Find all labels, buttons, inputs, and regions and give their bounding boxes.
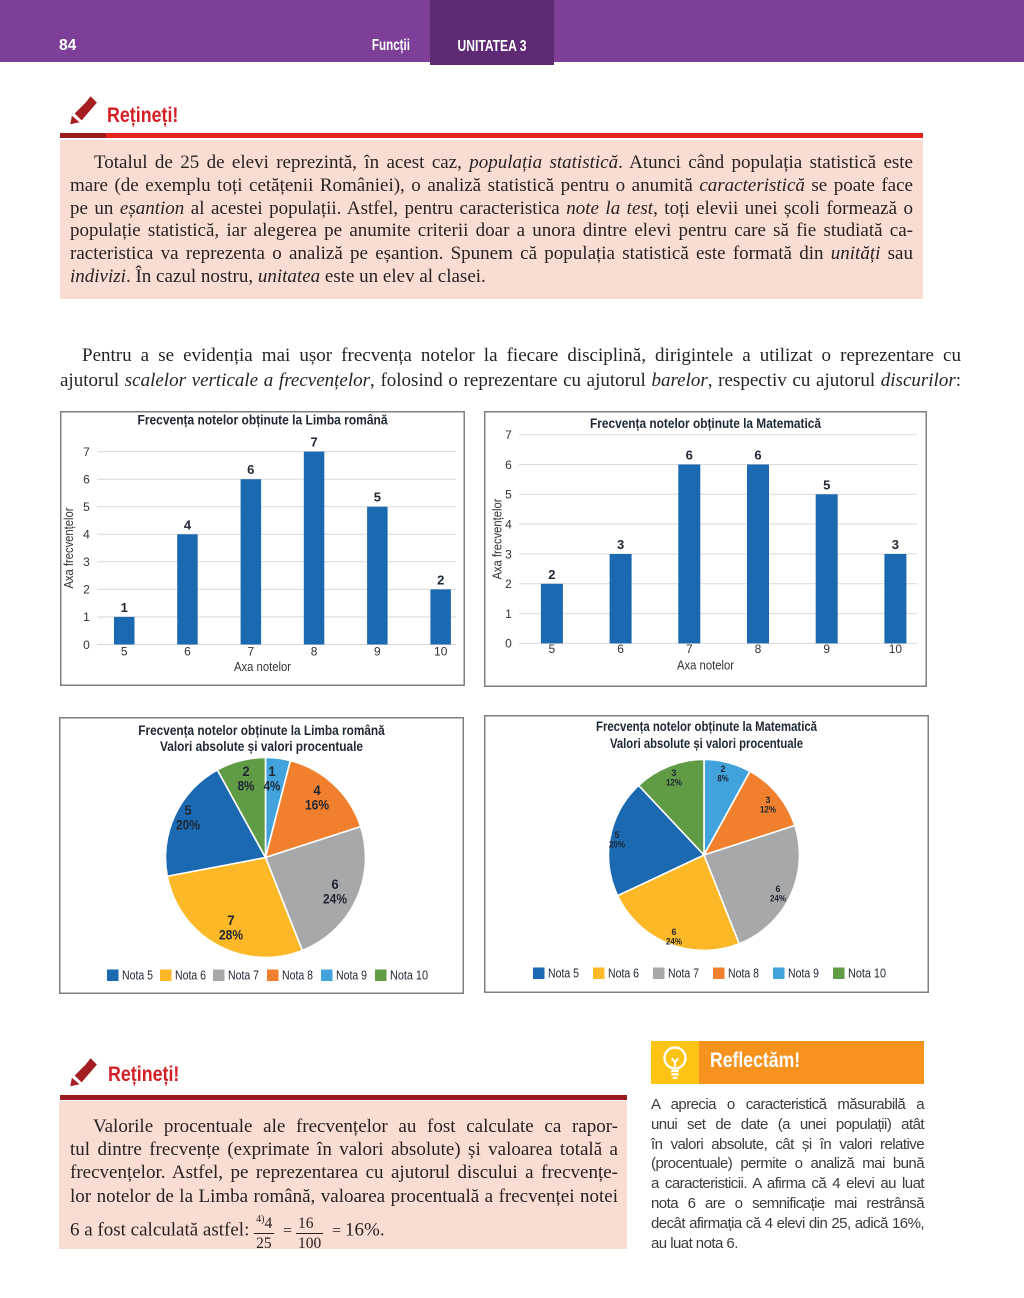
svg-text:6: 6 <box>184 645 191 659</box>
svg-text:0: 0 <box>505 637 512 651</box>
svg-text:4: 4 <box>313 783 321 798</box>
svg-text:Frecvența notelor obținute la: Frecvența notelor obținute la Limba româ… <box>138 723 385 738</box>
svg-text:5: 5 <box>83 500 90 514</box>
svg-text:8%: 8% <box>238 779 255 794</box>
svg-text:3: 3 <box>892 537 899 552</box>
svg-text:Nota 6: Nota 6 <box>608 967 639 981</box>
svg-text:2: 2 <box>437 572 444 587</box>
svg-text:8: 8 <box>755 642 762 656</box>
svg-text:7: 7 <box>227 913 234 928</box>
svg-text:4: 4 <box>184 517 192 532</box>
svg-text:12%: 12% <box>666 778 682 788</box>
svg-text:10: 10 <box>889 642 903 656</box>
svg-text:20%: 20% <box>609 840 625 850</box>
svg-text:Axa frecvențelor: Axa frecvențelor <box>490 499 504 580</box>
svg-text:28%: 28% <box>219 928 243 943</box>
svg-text:5: 5 <box>374 490 381 505</box>
svg-text:Frecvența notelor obținute la: Frecvența notelor obținute la Matematică <box>590 415 821 431</box>
svg-text:Nota 10: Nota 10 <box>848 967 886 981</box>
svg-text:2: 2 <box>548 567 555 582</box>
svg-text:Nota 5: Nota 5 <box>548 967 579 981</box>
svg-text:6: 6 <box>672 927 677 937</box>
svg-text:8%: 8% <box>717 774 728 784</box>
svg-text:5: 5 <box>184 803 192 818</box>
svg-text:Nota 7: Nota 7 <box>228 969 259 983</box>
svg-text:Nota 8: Nota 8 <box>728 967 759 981</box>
svg-text:16%: 16% <box>305 798 329 813</box>
svg-text:3: 3 <box>505 547 512 561</box>
svg-text:6: 6 <box>686 448 693 463</box>
svg-text:Valori absolute și valori proc: Valori absolute și valori procentuale <box>610 736 803 751</box>
svg-text:4: 4 <box>83 528 90 542</box>
svg-text:1: 1 <box>121 600 128 615</box>
svg-text:7: 7 <box>310 435 317 450</box>
svg-text:1: 1 <box>505 607 512 621</box>
svg-text:6: 6 <box>754 448 761 463</box>
svg-text:5: 5 <box>549 642 556 656</box>
svg-text:6: 6 <box>617 642 624 656</box>
svg-text:Valori absolute și valori proc: Valori absolute și valori procentuale <box>160 739 363 754</box>
svg-text:Axa frecvențelor: Axa frecvențelor <box>62 508 76 589</box>
svg-text:Axa notelor: Axa notelor <box>677 659 734 673</box>
svg-text:10: 10 <box>434 645 448 659</box>
svg-text:Nota 7: Nota 7 <box>668 967 699 981</box>
svg-text:Nota 10: Nota 10 <box>390 969 428 983</box>
svg-text:9: 9 <box>374 645 381 659</box>
svg-text:Nota 9: Nota 9 <box>336 969 367 983</box>
svg-text:6: 6 <box>776 884 781 894</box>
svg-text:Nota 6: Nota 6 <box>175 969 206 983</box>
svg-text:20%: 20% <box>176 818 200 833</box>
svg-text:24%: 24% <box>666 937 682 947</box>
svg-text:24%: 24% <box>323 892 347 907</box>
svg-text:5: 5 <box>505 488 512 502</box>
svg-text:6: 6 <box>331 877 339 892</box>
svg-text:6: 6 <box>83 472 90 486</box>
svg-text:2: 2 <box>83 583 90 597</box>
svg-text:4%: 4% <box>264 779 281 794</box>
svg-text:24%: 24% <box>770 894 786 904</box>
svg-text:1: 1 <box>83 610 90 624</box>
svg-text:9: 9 <box>823 642 830 656</box>
svg-text:2: 2 <box>721 764 726 774</box>
svg-text:Frecvența notelor obținute la: Frecvența notelor obținute la Limba româ… <box>138 412 388 428</box>
svg-text:1: 1 <box>268 764 276 779</box>
svg-text:3: 3 <box>672 768 677 778</box>
svg-text:5: 5 <box>615 830 620 840</box>
svg-text:7: 7 <box>686 642 693 656</box>
svg-text:Frecvența notelor obținute la: Frecvența notelor obținute la Matematică <box>596 719 817 734</box>
svg-text:2: 2 <box>242 764 249 779</box>
svg-text:0: 0 <box>83 638 90 652</box>
svg-text:7: 7 <box>505 428 512 442</box>
svg-text:5: 5 <box>121 645 128 659</box>
svg-text:8: 8 <box>311 645 318 659</box>
svg-text:Nota 9: Nota 9 <box>788 967 819 981</box>
svg-text:3: 3 <box>83 555 90 569</box>
svg-text:Nota 5: Nota 5 <box>122 969 153 983</box>
svg-text:Nota 8: Nota 8 <box>282 969 313 983</box>
svg-text:2: 2 <box>505 577 512 591</box>
svg-text:3: 3 <box>617 537 624 552</box>
svg-text:5: 5 <box>823 477 830 492</box>
svg-text:6: 6 <box>247 462 254 477</box>
svg-text:12%: 12% <box>760 805 776 815</box>
svg-text:4: 4 <box>505 517 512 531</box>
svg-text:3: 3 <box>766 795 771 805</box>
svg-text:7: 7 <box>83 445 90 459</box>
svg-text:6: 6 <box>505 458 512 472</box>
svg-text:Axa notelor: Axa notelor <box>234 660 291 674</box>
svg-text:7: 7 <box>247 645 254 659</box>
